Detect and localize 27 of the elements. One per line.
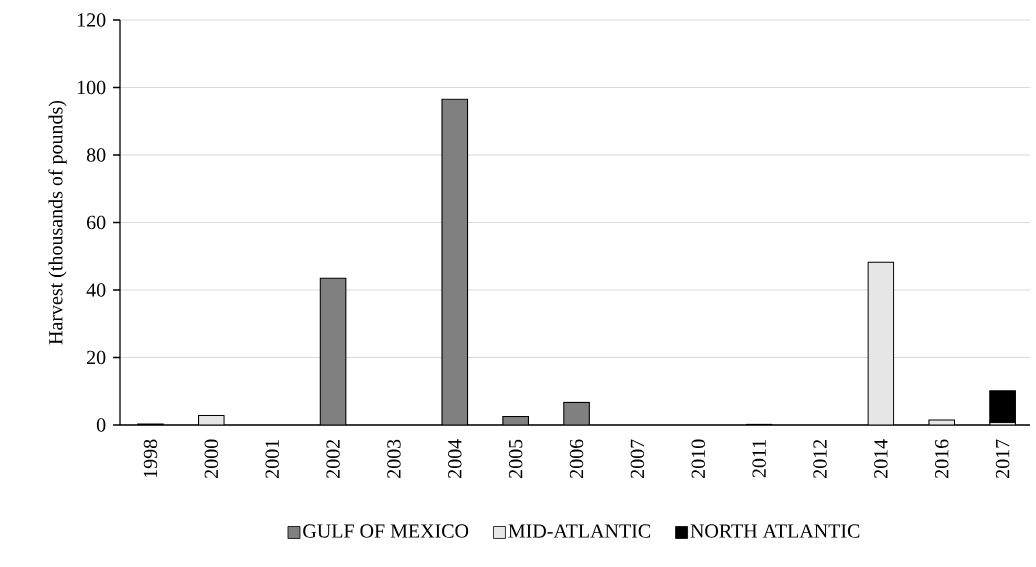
y-tick-label: 120 (77, 13, 106, 27)
y-tick-label: 20 (87, 350, 106, 365)
x-tick-label: 2006 (569, 439, 584, 478)
legend-label: GULF OF MEXICO (303, 524, 469, 538)
x-tick-label: 2010 (691, 439, 705, 478)
x-tick-label: 2003 (387, 439, 401, 478)
x-tick-label: 2007 (630, 439, 645, 478)
x-tick-label: 2011 (752, 440, 766, 478)
x-tick-label: 2014 (874, 439, 888, 478)
x-tick-label: 2012 (813, 439, 827, 478)
x-tick-label: 2017 (995, 439, 1010, 478)
x-tick-label: 2001 (265, 440, 279, 478)
y-tick-label: 60 (87, 215, 106, 230)
y-tick-label: 100 (77, 80, 106, 95)
legend-label: MID-ATLANTIC (508, 524, 651, 538)
y-tick-label: 0 (96, 418, 106, 432)
x-tick-label: 2000 (204, 439, 219, 478)
x-tick-label: 2002 (326, 439, 340, 478)
y-tick-label: 40 (86, 283, 106, 297)
x-tick-label: 2004 (448, 439, 462, 478)
y-tick-label: 80 (86, 148, 106, 162)
x-tick-label: 2016 (934, 439, 949, 478)
x-tick-label: 1998 (143, 439, 158, 478)
y-axis-title: Harvest (thousands of pounds) (48, 100, 67, 345)
x-tick-label: 2005 (508, 439, 523, 478)
bar (989, 390, 1016, 423)
legend-label: NORTH ATLANTIC (690, 524, 860, 538)
